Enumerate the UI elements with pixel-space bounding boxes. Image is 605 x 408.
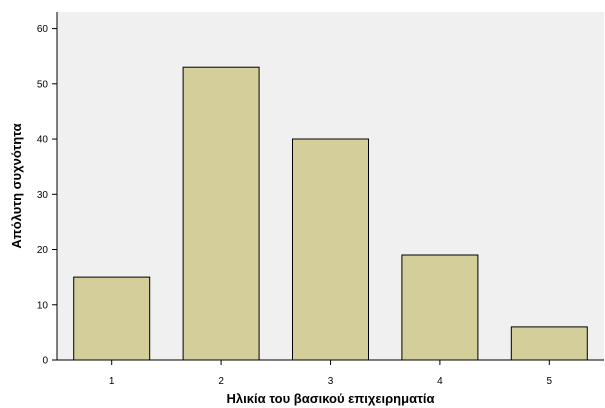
x-ticks-group: 1 2 3 4 5 [109, 360, 553, 387]
bars-group [73, 66, 588, 361]
x-tick-label: 4 [437, 376, 443, 387]
x-tick-label: 3 [328, 376, 334, 387]
x-axis-title: Ηλικία του βασικού επιχειρηματία [227, 391, 435, 406]
y-tick-label: 50 [37, 79, 49, 90]
bar-3 [292, 138, 369, 361]
y-tick-label: 40 [37, 135, 49, 146]
x-tick-label: 2 [218, 376, 224, 387]
bar-2 [182, 66, 260, 361]
bar-1 [73, 276, 151, 361]
y-tick-label: 60 [37, 24, 49, 35]
y-tick-label: 30 [37, 190, 49, 201]
y-tick-label: 0 [42, 356, 48, 367]
bar-4 [401, 254, 479, 361]
y-ticks-group: 0 10 20 30 40 50 60 [37, 24, 57, 367]
x-tick-label: 1 [109, 376, 115, 387]
bar-5 [510, 326, 588, 361]
y-tick-label: 20 [37, 245, 49, 256]
y-tick-label: 10 [37, 300, 49, 311]
y-axis-title: Απόλυτη συχνότητα [9, 123, 24, 248]
x-tick-label: 5 [547, 376, 553, 387]
